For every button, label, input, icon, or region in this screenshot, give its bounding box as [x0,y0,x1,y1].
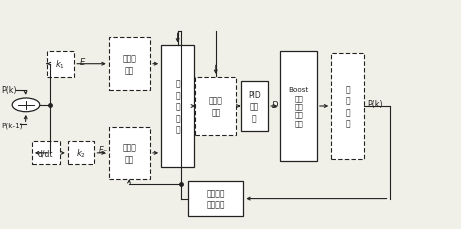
Bar [331,54,364,159]
Bar [109,38,150,91]
Text: 控
制
规
则
表: 控 制 规 则 表 [175,79,180,134]
Circle shape [12,98,40,112]
Text: PID
控制
器: PID 控制 器 [248,91,261,123]
Text: $k_1$: $k_1$ [55,58,65,71]
Text: P(k): P(k) [367,99,383,108]
Text: 光
伏
系
统: 光 伏 系 统 [345,85,350,128]
Text: $E$: $E$ [79,56,86,67]
Bar [241,82,268,131]
Text: $E_C$: $E_C$ [98,144,108,156]
Text: 隶属度
函数: 隶属度 函数 [123,54,136,75]
Text: 隶属度
函数: 隶属度 函数 [209,96,223,117]
Bar [68,142,95,165]
Text: P(k-1): P(k-1) [1,122,23,128]
Bar [109,127,150,179]
Text: d/dt: d/dt [38,149,53,158]
Bar [280,52,317,161]
Bar [195,77,236,136]
Text: 极大似然
估计算法: 极大似然 估计算法 [207,188,225,209]
Text: Boost
电路
占空
比调
节量: Boost 电路 占空 比调 节量 [288,87,309,126]
Text: $D$: $D$ [271,98,279,109]
Bar [47,51,74,77]
Text: 隶属度
函数: 隶属度 函数 [123,143,136,163]
Bar [32,142,59,165]
Bar [161,46,194,167]
Bar [188,181,243,216]
Text: $k_2$: $k_2$ [76,147,86,159]
Text: P(k): P(k) [1,86,17,95]
